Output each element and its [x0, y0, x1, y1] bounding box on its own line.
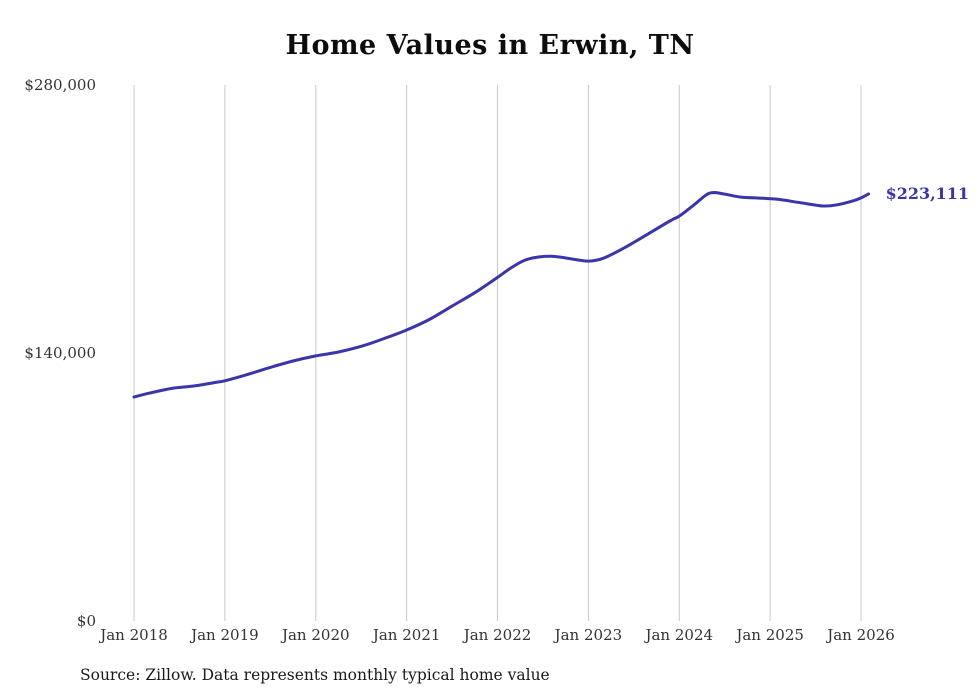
x-tick-label: Jan 2025 — [736, 626, 804, 644]
x-tick-label: Jan 2021 — [372, 626, 441, 644]
x-tick-label: Jan 2023 — [554, 626, 623, 644]
chart-title: Home Values in Erwin, TN — [285, 30, 695, 61]
x-tick-label: Jan 2022 — [463, 626, 532, 644]
y-tick-label: $140,000 — [24, 344, 96, 362]
x-tick-label: Jan 2026 — [827, 626, 895, 644]
home-value-line — [132, 190, 871, 399]
x-tick-label: Jan 2019 — [191, 626, 259, 644]
y-tick-label: $280,000 — [24, 76, 96, 94]
current-value-label: $223,111 — [885, 183, 970, 203]
x-tick-label: Jan 2020 — [281, 626, 350, 644]
source-note: Source: Zillow. Data represents monthly … — [80, 666, 550, 684]
x-tick-label: Jan 2018 — [100, 626, 168, 644]
x-tick-label: Jan 2024 — [645, 626, 714, 644]
y-tick-label: $0 — [76, 612, 96, 630]
